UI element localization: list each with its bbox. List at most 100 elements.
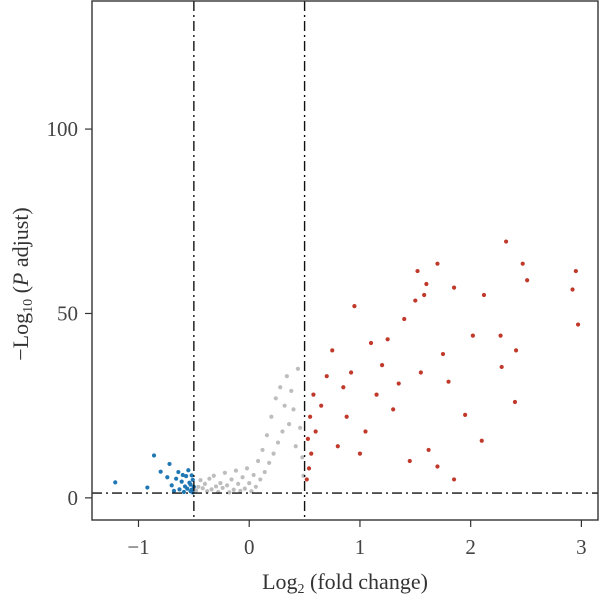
data-point-up xyxy=(368,340,374,346)
y-axis-title-middle: ( xyxy=(8,286,33,299)
data-point-ns xyxy=(264,433,270,438)
data-point-down xyxy=(189,473,194,478)
data-point-up xyxy=(306,466,312,471)
data-point-up xyxy=(374,392,379,397)
data-point-down xyxy=(186,468,191,473)
data-point-up xyxy=(504,239,509,244)
data-point-up xyxy=(512,399,518,405)
data-point-ns xyxy=(213,484,219,489)
data-point-down xyxy=(151,453,157,458)
data-point-ns xyxy=(249,489,254,494)
data-point-up xyxy=(330,348,335,353)
data-point-down xyxy=(177,487,182,492)
data-point-up xyxy=(341,385,346,390)
x-tick-label: 0 xyxy=(244,535,255,559)
data-point-up xyxy=(435,464,440,469)
y-axis-title-prefix: −Log xyxy=(8,313,33,361)
data-point-ns xyxy=(220,485,225,491)
data-point-ns xyxy=(205,489,210,494)
y-axis-title-italic: P xyxy=(8,273,33,287)
x-axis-title-subscript: 2 xyxy=(298,582,305,597)
x-tick-label: 1 xyxy=(355,535,366,559)
x-axis-title-rest: (fold change) xyxy=(305,569,428,594)
data-point-up xyxy=(440,351,446,357)
data-point-ns xyxy=(273,396,278,401)
data-point-ns xyxy=(244,466,250,471)
data-point-down xyxy=(145,485,150,490)
data-point-down xyxy=(169,483,174,488)
data-point-up xyxy=(309,451,314,456)
data-point-ns xyxy=(269,414,274,419)
data-point-ns xyxy=(222,470,227,475)
data-point-ns xyxy=(282,403,287,408)
data-point-ns xyxy=(258,477,263,482)
data-point-up xyxy=(402,316,407,322)
data-point-down xyxy=(179,479,184,484)
y-axis-title-suffix: adjust) xyxy=(8,207,33,272)
data-point-up xyxy=(304,477,309,482)
data-point-ns xyxy=(231,487,236,492)
data-point-up xyxy=(418,370,423,375)
data-point-ns xyxy=(280,429,285,434)
data-point-ns xyxy=(289,388,294,394)
data-point-up xyxy=(470,333,475,338)
data-point-ns xyxy=(271,451,276,456)
data-point-down xyxy=(184,474,189,479)
data-point-down xyxy=(188,482,193,487)
data-point-ns xyxy=(298,425,303,430)
plot-frame xyxy=(91,0,599,521)
data-point-up xyxy=(319,403,324,408)
y-tick-label: 50 xyxy=(57,301,78,325)
data-point-up xyxy=(520,261,525,266)
y-tick-label: 100 xyxy=(47,117,79,141)
data-point-ns xyxy=(262,469,267,475)
data-point-up xyxy=(363,429,368,434)
data-point-ns xyxy=(267,460,272,465)
data-point-down xyxy=(180,472,185,478)
data-point-ns xyxy=(198,478,203,483)
y-tick-label: 0 xyxy=(68,486,79,510)
data-point-up xyxy=(379,363,385,368)
data-point-ns xyxy=(207,476,212,481)
data-point-up xyxy=(391,407,396,412)
data-point-ns xyxy=(227,490,232,495)
data-point-up xyxy=(525,278,530,283)
data-point-up xyxy=(451,477,457,482)
data-point-ns xyxy=(251,472,256,478)
data-point-ns xyxy=(224,483,230,488)
data-point-ns xyxy=(275,440,281,445)
data-point-up xyxy=(335,444,340,449)
data-point-ns xyxy=(242,486,247,491)
data-point-up xyxy=(311,392,316,397)
y-axis-title-subscript: 10 xyxy=(21,299,36,313)
data-point-ns xyxy=(193,488,199,493)
x-tick-label: 3 xyxy=(576,535,587,559)
data-point-up xyxy=(305,436,311,441)
data-points-layer xyxy=(113,239,581,495)
x-axis-title-main: Log xyxy=(262,569,297,594)
data-point-down xyxy=(181,489,186,495)
y-axis-title: −Log10 (P adjust) xyxy=(8,207,36,361)
data-point-ns xyxy=(278,385,283,390)
data-point-ns xyxy=(247,481,252,486)
data-point-up xyxy=(313,429,318,434)
data-point-down xyxy=(167,461,172,467)
data-point-up xyxy=(481,292,487,298)
data-point-up xyxy=(498,333,503,338)
data-point-ns xyxy=(260,447,265,453)
data-point-ns xyxy=(233,468,239,473)
data-point-up xyxy=(479,438,484,443)
data-point-up xyxy=(573,268,578,274)
x-tick-label: 2 xyxy=(465,535,476,559)
data-point-up xyxy=(344,414,349,419)
data-point-ns xyxy=(209,487,214,492)
data-point-ns xyxy=(200,486,205,491)
data-point-down xyxy=(190,477,195,482)
data-point-up xyxy=(424,281,429,287)
data-point-up xyxy=(415,268,420,274)
data-point-ns xyxy=(211,473,216,478)
data-point-ns xyxy=(240,475,245,480)
data-point-ns xyxy=(255,458,261,464)
